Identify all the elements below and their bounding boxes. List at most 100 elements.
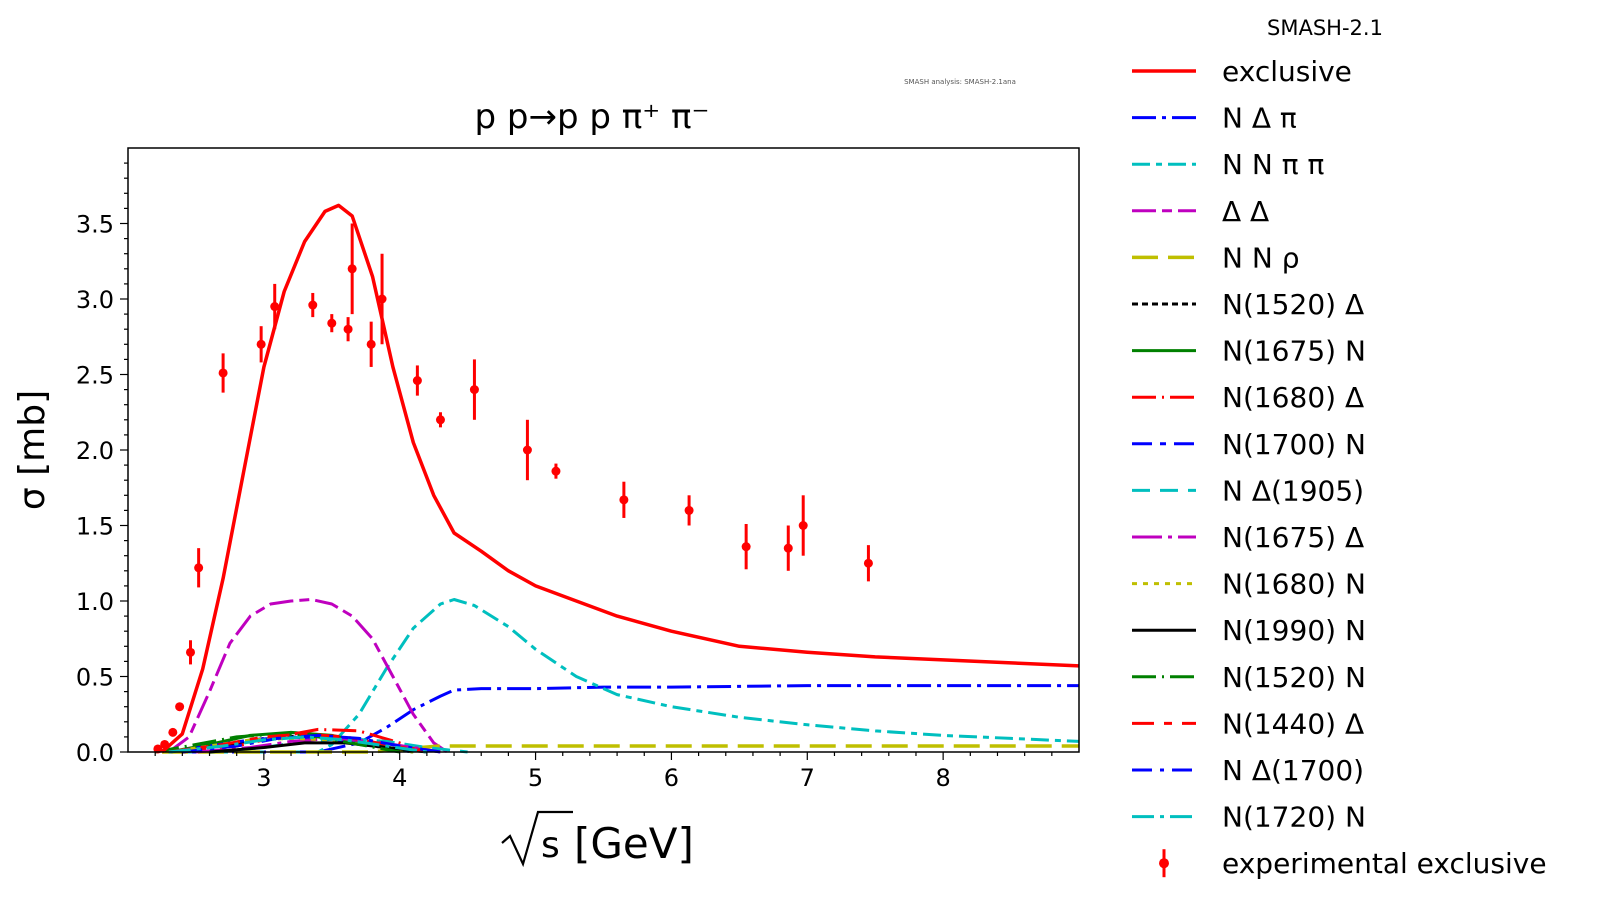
legend-entry-2: N N π π	[1132, 148, 1324, 181]
series-line-16	[168, 735, 428, 754]
exp-point-11	[343, 317, 353, 342]
y-tick-label: 3.5	[76, 211, 114, 239]
exp-marker-14	[377, 294, 387, 304]
legend-entry-9: N Δ(1905)	[1132, 474, 1364, 507]
chart-title: p p→p p π⁺ π⁻	[475, 97, 710, 137]
exp-point-0	[153, 744, 163, 754]
exp-point-6	[218, 353, 228, 393]
exp-point-4	[185, 640, 195, 665]
x-axis-label-root: s	[541, 825, 560, 866]
exp-point-5	[194, 548, 204, 588]
exp-point-21	[684, 495, 694, 526]
exp-point-16	[435, 412, 445, 428]
legend-entry-11: N(1680) N	[1132, 568, 1366, 601]
exp-point-17	[469, 359, 479, 420]
x-tick-label: 8	[936, 764, 951, 792]
exp-point-10	[327, 314, 337, 333]
exp-marker-24	[798, 521, 808, 530]
exp-point-25	[863, 545, 873, 582]
legend-label: exclusive	[1222, 55, 1352, 88]
series-line-0	[160, 203, 1080, 754]
x-tick-label: 5	[528, 764, 543, 792]
legend-label: N(1675) Δ	[1222, 521, 1364, 554]
legend-entry-1: N Δ π	[1132, 102, 1297, 135]
exp-marker-11	[343, 324, 353, 334]
series-line-13	[154, 732, 400, 754]
exp-marker-1	[160, 739, 170, 749]
exp-point-12	[347, 223, 357, 315]
legend: exclusive N Δ π N N π π Δ Δ N N ρ N(1520) Δ N(…	[1132, 55, 1547, 880]
legend-label: N N ρ	[1222, 241, 1299, 274]
x-axis-label-unit: [GeV]	[574, 819, 694, 868]
exp-point-13	[366, 321, 376, 367]
legend-entry-3: Δ Δ	[1132, 195, 1269, 228]
exp-point-7	[256, 326, 266, 363]
exp-marker-13	[366, 339, 376, 349]
legend-label: N N π π	[1222, 148, 1324, 181]
exp-point-3	[175, 702, 185, 712]
x-tick-label: 7	[800, 764, 815, 792]
y-tick-label: 0.5	[76, 664, 114, 692]
exp-marker-8	[270, 302, 280, 312]
exp-marker-16	[435, 415, 445, 425]
series-line-3	[167, 598, 449, 754]
chart-header: SMASH-2.1	[1267, 16, 1383, 40]
legend-label: experimental exclusive	[1222, 847, 1547, 880]
exp-point-20	[619, 481, 629, 518]
legend-entry-13: N(1520) N	[1132, 661, 1366, 694]
x-tick-label: 3	[256, 764, 271, 792]
exp-point-1	[160, 739, 170, 749]
exp-point-23	[783, 525, 793, 571]
legend-label: N Δ(1905)	[1222, 474, 1364, 507]
legend-entry-14: N(1440) Δ	[1132, 707, 1364, 740]
x-axis: 3 4 5 6 7 8	[154, 752, 1053, 792]
exp-marker-23	[783, 543, 793, 553]
chart-watermark: SMASH analysis: SMASH-2.1ana	[904, 78, 1016, 86]
exp-marker-4	[185, 647, 195, 657]
exp-marker-3	[175, 702, 185, 712]
legend-entry-5: N(1520) Δ	[1132, 288, 1364, 321]
experimental-points	[153, 223, 873, 754]
exp-marker-7	[256, 339, 266, 349]
exp-point-19	[551, 463, 561, 479]
x-tick-label: 6	[664, 764, 679, 792]
exp-marker-2	[168, 727, 178, 737]
exp-marker-20	[619, 495, 629, 505]
exp-marker-0	[153, 744, 163, 754]
legend-label: N(1440) Δ	[1222, 707, 1364, 740]
legend-entry-16: N(1720) N	[1132, 801, 1366, 834]
exp-point-18	[522, 419, 532, 481]
exp-marker-17	[469, 385, 479, 395]
exp-marker-19	[551, 466, 561, 476]
exp-point-15	[412, 365, 422, 396]
legend-swatch-marker	[1159, 858, 1169, 869]
plot-lines	[154, 203, 1080, 754]
exp-marker-21	[684, 505, 694, 515]
legend-entry-0: exclusive	[1132, 55, 1352, 88]
legend-entry-4: N N ρ	[1132, 241, 1299, 274]
exp-marker-5	[194, 563, 204, 573]
legend-label: Δ Δ	[1222, 195, 1269, 228]
legend-label: N Δ π	[1222, 102, 1297, 135]
series-line-2	[162, 598, 1080, 754]
legend-entry-12: N(1990) N	[1132, 614, 1366, 647]
exp-point-14	[377, 253, 387, 345]
exp-point-22	[741, 523, 751, 570]
y-tick-label: 1.0	[76, 588, 114, 616]
y-axis-label: σ [mb]	[12, 390, 53, 510]
legend-entry-6: N(1675) N	[1132, 335, 1366, 368]
y-tick-label: 2.0	[76, 437, 114, 465]
legend-label: N(1700) N	[1222, 428, 1366, 461]
exp-point-2	[168, 727, 178, 737]
legend-entry-7: N(1680) Δ	[1132, 381, 1364, 414]
legend-label: N(1680) Δ	[1222, 381, 1364, 414]
legend-label: N(1520) Δ	[1222, 288, 1364, 321]
exp-marker-10	[327, 318, 337, 328]
exp-marker-15	[412, 376, 422, 386]
exp-marker-9	[308, 300, 318, 310]
exp-point-24	[798, 495, 808, 556]
legend-label: N Δ(1700)	[1222, 754, 1364, 787]
legend-label: N(1520) N	[1222, 661, 1366, 694]
exp-marker-12	[347, 264, 357, 274]
